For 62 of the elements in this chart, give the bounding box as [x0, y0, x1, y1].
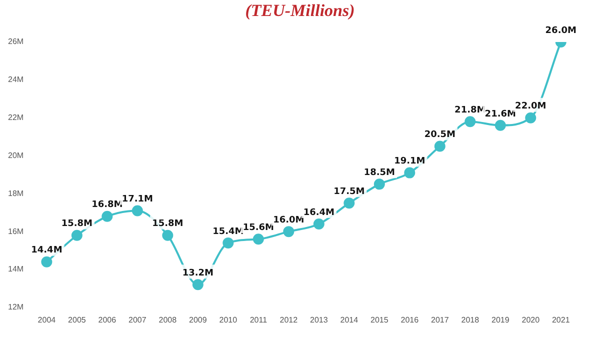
point [192, 279, 204, 290]
point [162, 230, 174, 241]
data-label: 15.8M [152, 219, 184, 230]
point [252, 234, 264, 245]
point [222, 237, 234, 248]
y-tick-label: 26M [8, 37, 24, 46]
point [41, 256, 52, 268]
y-tick-label: 14M [8, 264, 24, 274]
data-label: 26.0M [545, 26, 576, 36]
point [404, 167, 416, 178]
x-tick-label: 2005 [68, 315, 86, 324]
data-label: 15.6M [242, 223, 274, 233]
data-label: 16.4M [303, 208, 335, 218]
x-tick-label: 2009 [189, 315, 208, 324]
x-tick-label: 2013 [310, 315, 328, 324]
y-tick-label: 22M [8, 113, 24, 122]
x-tick-label: 2017 [430, 315, 450, 324]
x-tick-label: 2018 [461, 315, 480, 324]
x-tick-label: 2012 [280, 315, 298, 324]
data-label: 19.1M [394, 156, 426, 167]
point [102, 210, 113, 222]
data-label: 15.8M [61, 219, 93, 230]
data-label: 18.5M [364, 168, 396, 178]
x-tick-label: 2010 [219, 315, 238, 324]
point [344, 198, 355, 209]
point [71, 230, 82, 241]
data-label: 17.5M [334, 186, 365, 197]
chart-title: (TEU-Millions) [244, 0, 356, 22]
point [464, 116, 476, 128]
y-tick-label: 20M [8, 150, 24, 160]
x-tick-label: 2008 [158, 315, 178, 324]
point [494, 120, 506, 131]
x-tick-label: 2019 [491, 315, 510, 324]
data-label: 21.6M [484, 109, 516, 120]
point [313, 218, 324, 230]
data-label: 14.4M [31, 246, 62, 256]
x-tick-label: 2014 [340, 315, 359, 324]
data-label: 17.1M [122, 194, 154, 205]
x-tick-label: 2015 [370, 315, 389, 324]
data-label: 22.0M [515, 102, 546, 112]
point [283, 226, 294, 238]
x-tick-label: 2006 [98, 315, 117, 324]
data-label: 21.8M [454, 105, 486, 116]
y-tick-label: 18M [8, 188, 24, 198]
data-label: 15.4M [212, 226, 244, 237]
x-tick-label: 2011 [250, 315, 268, 324]
x-tick-label: 2016 [400, 315, 420, 324]
y-tick-label: 24M [8, 75, 24, 84]
data-label: 16.8M [92, 200, 123, 210]
data-label: 13.2M [182, 268, 214, 278]
data-label: 20.5M [424, 130, 456, 140]
data-label: 16.0M [273, 215, 304, 226]
y-tick-label: 16M [8, 226, 24, 236]
point [525, 112, 536, 124]
x-tick-label: 2004 [38, 315, 56, 324]
y-tick-label: 12M [8, 302, 24, 312]
point [132, 205, 143, 216]
x-tick-label: 2007 [128, 315, 147, 324]
point [374, 178, 385, 190]
point [434, 140, 446, 152]
x-tick-label: 2021 [552, 315, 570, 324]
x-tick-label: 2020 [522, 315, 540, 324]
